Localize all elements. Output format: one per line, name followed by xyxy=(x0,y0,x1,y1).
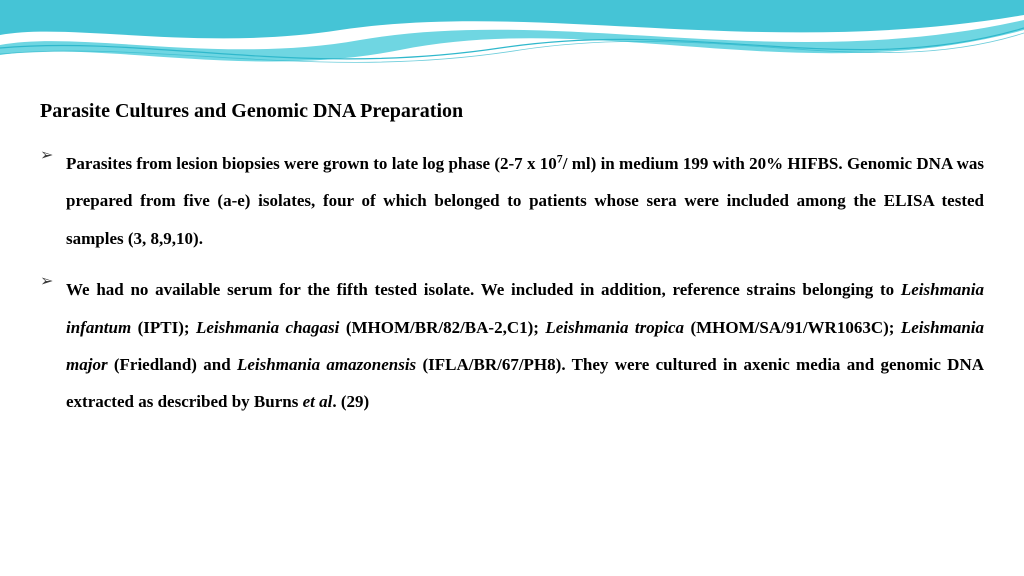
bullet-paragraph: Parasites from lesion biopsies were grow… xyxy=(66,145,984,257)
list-item: We had no available serum for the fifth … xyxy=(40,271,984,421)
bullet-paragraph: We had no available serum for the fifth … xyxy=(66,271,984,421)
section-heading: Parasite Cultures and Genomic DNA Prepar… xyxy=(40,100,984,123)
slide-content: Parasite Cultures and Genomic DNA Prepar… xyxy=(40,100,984,435)
bullet-list: Parasites from lesion biopsies were grow… xyxy=(40,145,984,421)
list-item: Parasites from lesion biopsies were grow… xyxy=(40,145,984,257)
